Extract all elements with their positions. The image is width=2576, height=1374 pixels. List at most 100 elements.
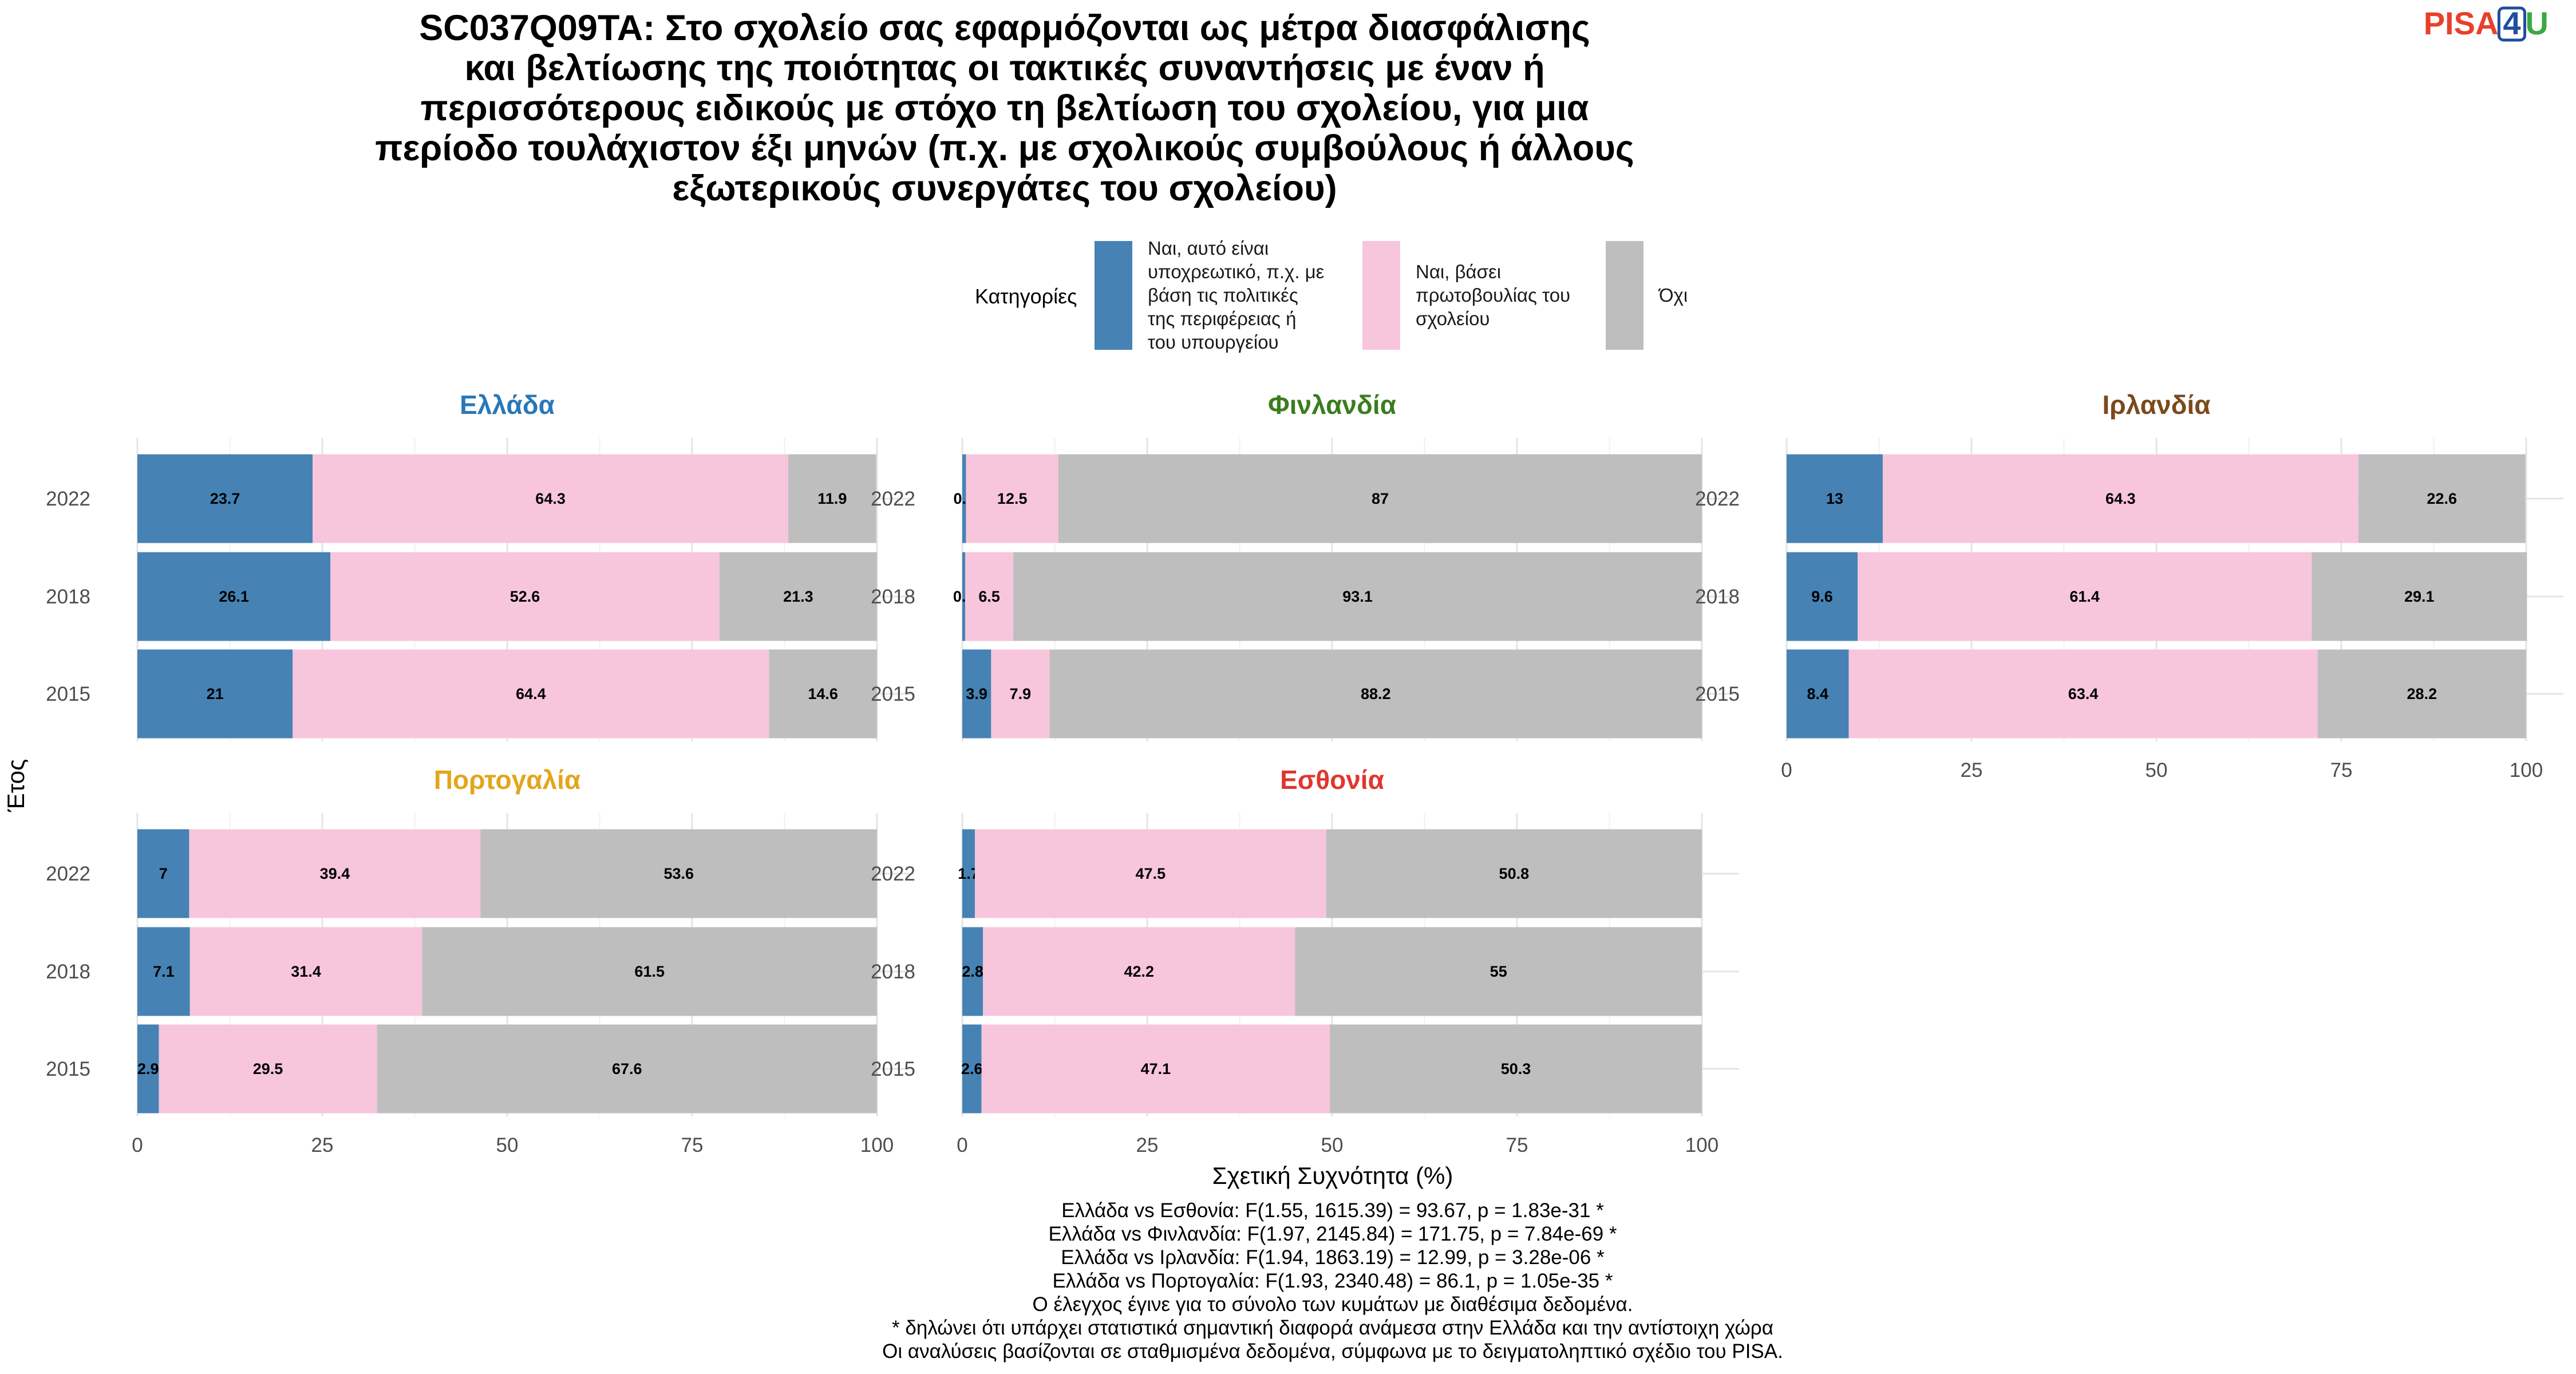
- title-line: περισσότερους ειδικούς με στόχο τη βελτί…: [420, 88, 1589, 128]
- bar-segment: [962, 552, 966, 641]
- chart-title: SC037Q09TA: Στο σχολείο σας εφαρμόζονται…: [375, 8, 1634, 208]
- legend-label: του υπουργείου: [1148, 331, 1279, 353]
- bar-value-label: 22.6: [2427, 490, 2457, 507]
- bar-value-label: 47.5: [1136, 865, 1166, 882]
- legend-label: Ναι, βάσει: [1416, 261, 1501, 282]
- caption: Ελλάδα vs Εσθονία: F(1.55, 1615.39) = 93…: [882, 1199, 1783, 1363]
- bar-value-label: 31.4: [291, 963, 321, 980]
- panel-title: Φινλανδία: [1268, 390, 1396, 420]
- x-tick-label: 0: [957, 1134, 967, 1156]
- bar-segment: [1848, 649, 2318, 739]
- bar-value-label: 7.1: [153, 963, 175, 980]
- panel-title: Εσθονία: [1280, 765, 1384, 795]
- bar-segment: [1295, 927, 1702, 1016]
- legend-label: πρωτοβουλίας του: [1416, 285, 1570, 306]
- legend-label: Ναι, αυτό είναι: [1148, 238, 1269, 259]
- bar-value-label: 50.3: [1501, 1060, 1531, 1077]
- x-tick-label: 25: [1136, 1134, 1159, 1156]
- legend-label: Όχι: [1658, 285, 1688, 306]
- panels: Ελλάδα 2022 2018 2015 23.7 64.3 11.9 26.1 52.6 21…: [46, 390, 2563, 1156]
- bar-segment: [137, 454, 313, 543]
- legend-key: [1606, 241, 1643, 350]
- bar-value-label: 6.5: [978, 588, 1000, 605]
- bar-value-label: 64.3: [535, 490, 566, 507]
- caption-line: Ελλάδα vs Ιρλανδία: F(1.94, 1863.19) = 1…: [1061, 1246, 1605, 1269]
- title-line: περίοδο τουλάχιστον έξι μηνών (π.χ. με σ…: [375, 128, 1634, 168]
- legend-label: βάση τις πολιτικές: [1148, 285, 1298, 306]
- panel-title: Ελλάδα: [460, 390, 555, 420]
- bar-value-label: 26.1: [219, 588, 249, 605]
- y-tick-label: 2018: [46, 961, 90, 983]
- bar-value-label: 50.8: [1499, 865, 1530, 882]
- bar-segment: [2358, 454, 2526, 543]
- bar-segment: [2312, 552, 2527, 641]
- panel-title: Πορτογαλία: [434, 765, 580, 795]
- y-tick-label: 2018: [871, 961, 915, 983]
- y-tick-label: 2015: [46, 683, 90, 705]
- bar-value-label: 29.5: [253, 1060, 283, 1077]
- bar-value-label: 2.8: [962, 963, 983, 980]
- legend-key: [1095, 241, 1132, 350]
- bar-segment: [189, 829, 481, 918]
- bar-segment: [377, 1024, 877, 1114]
- title-line: εξωτερικούς συνεργάτες του σχολείου): [672, 168, 1337, 208]
- bar-value-label: 39.4: [320, 865, 350, 882]
- logo-suffix: U: [2526, 5, 2549, 41]
- bar-value-label: 61.4: [2069, 588, 2100, 605]
- title-line: SC037Q09TA: Στο σχολείο σας εφαρμόζονται…: [419, 8, 1590, 48]
- x-tick-label: 50: [1321, 1134, 1344, 1156]
- bar-value-label: 3.9: [966, 685, 987, 702]
- legend-label: υποχρεωτικό, π.χ. με: [1148, 261, 1325, 282]
- bar-value-label: 63.4: [2068, 685, 2099, 702]
- y-tick-label: 2018: [1695, 586, 1740, 608]
- bar-segment: [293, 649, 769, 739]
- legend-label: σχολείου: [1416, 308, 1490, 329]
- bar-segment: [769, 649, 877, 739]
- y-tick-label: 2022: [46, 488, 90, 510]
- bar-value-label: 13: [1826, 490, 1843, 507]
- caption-line: Ελλάδα vs Πορτογαλία: F(1.93, 2340.48) =…: [1053, 1270, 1613, 1292]
- bar-segment: [974, 829, 1326, 918]
- x-tick-label: 25: [1961, 759, 1983, 781]
- bar-value-label: 14.6: [808, 685, 838, 702]
- bar-segment: [966, 454, 1058, 543]
- y-tick-label: 2022: [1695, 488, 1740, 510]
- bar-value-label: 64.3: [2105, 490, 2136, 507]
- bar-segment: [1787, 649, 1849, 739]
- bar-segment: [962, 649, 991, 739]
- panel: Ιρλανδία 2022 2018 2015 13 64.3 22.6 9.6 61.4 29.…: [1695, 390, 2563, 781]
- bar-segment: [330, 552, 720, 641]
- legend-label: της περιφέρειας ή: [1148, 308, 1296, 329]
- y-tick-label: 2015: [1695, 683, 1740, 705]
- x-tick-label: 0: [132, 1134, 143, 1156]
- logo-digit: 4: [2503, 5, 2520, 41]
- bar-value-label: 11.9: [817, 490, 847, 507]
- y-axis-title: Έτος: [2, 759, 29, 813]
- bar-value-label: 7.9: [1010, 685, 1032, 702]
- caption-line: Οι αναλύσεις βασίζονται σε σταθμισμένα δ…: [882, 1340, 1783, 1363]
- bar-segment: [962, 1024, 982, 1114]
- x-tick-label: 0: [1781, 759, 1792, 781]
- bar-value-label: 55: [1490, 963, 1507, 980]
- x-tick-label: 50: [2146, 759, 2168, 781]
- caption-line: Ο έλεγχος έγινε για το σύνολο των κυμάτω…: [1033, 1293, 1633, 1316]
- x-tick-label: 100: [860, 1134, 894, 1156]
- bar-segment: [962, 927, 983, 1016]
- bar-segment: [962, 454, 966, 543]
- x-axis-title: Σχετική Συχνότητα (%): [1212, 1162, 1453, 1189]
- bar-value-label: 12.5: [997, 490, 1028, 507]
- y-tick-label: 2018: [46, 586, 90, 608]
- panel: Πορτογαλία 2022 2018 2015 7 39.4 53.6 7.1 31.4 61…: [46, 765, 914, 1156]
- caption-line: Ελλάδα vs Εσθονία: F(1.55, 1615.39) = 93…: [1061, 1199, 1604, 1222]
- bar-value-label: 53.6: [663, 865, 694, 882]
- bar-segment: [1787, 552, 1858, 641]
- bar-value-label: 52.6: [510, 588, 540, 605]
- panel-title: Ιρλανδία: [2102, 390, 2210, 420]
- bar-segment: [1326, 829, 1702, 918]
- bar-value-label: 21: [207, 685, 224, 702]
- bar-segment: [1049, 649, 1702, 739]
